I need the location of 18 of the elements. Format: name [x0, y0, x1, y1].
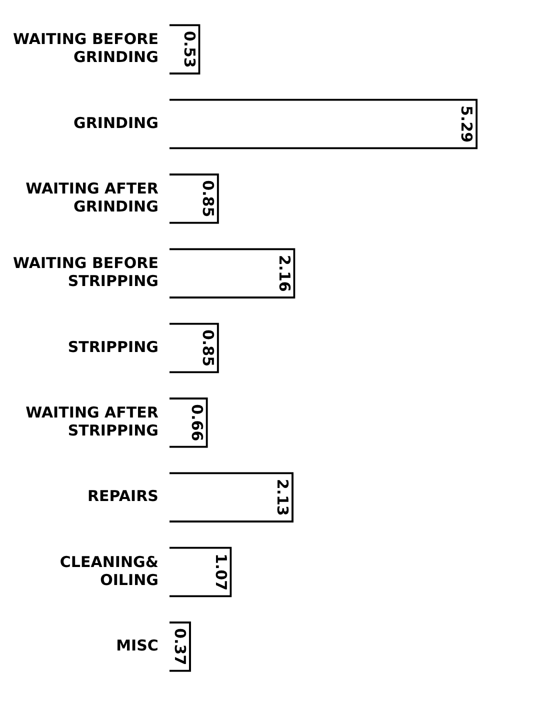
- data-label: 0.66: [188, 404, 206, 442]
- data-label: 2.16: [275, 254, 294, 292]
- data-label: 0.85: [199, 329, 218, 367]
- y-tick-label: WAITING AFTER GRINDING: [26, 180, 159, 216]
- y-tick-label: WAITING BEFORE STRIPPING: [13, 254, 158, 290]
- y-tick-label: MISC: [116, 636, 158, 655]
- y-tick-label: GRINDING: [74, 114, 158, 132]
- data-label: 1.07: [212, 553, 230, 591]
- y-tick-label: CLEANING& OILING: [60, 552, 158, 589]
- y-tick-label: WAITING AFTER STRIPPING: [26, 404, 159, 440]
- data-label: 2.13: [274, 478, 292, 516]
- y-tick-label: STRIPPING: [68, 338, 158, 356]
- y-tick-label: WAITING BEFORE GRINDING: [13, 30, 158, 66]
- data-label: 5.29: [458, 105, 476, 143]
- data-label: 0.53: [180, 30, 198, 68]
- data-label: 0.85: [199, 180, 218, 218]
- data-label: 0.37: [171, 628, 190, 666]
- y-tick-label: REPAIRS: [87, 487, 158, 506]
